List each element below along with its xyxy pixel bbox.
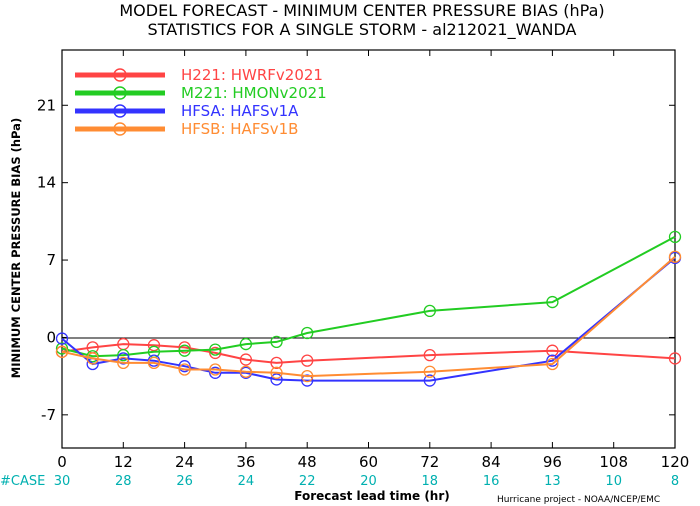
series-point	[117, 352, 130, 365]
legend-label: HFSB: HAFSv1B	[181, 120, 298, 138]
legend-marker	[113, 122, 127, 136]
series-point	[423, 365, 436, 378]
case-count: 22	[299, 474, 316, 489]
legend-label: H221: HWRFv2021	[181, 66, 323, 84]
x-tick-label: 12	[114, 453, 133, 471]
case-count: 8	[671, 474, 679, 489]
series-point	[239, 353, 253, 366]
series-point	[147, 339, 161, 352]
case-count: 18	[422, 474, 439, 489]
y-tick-label: 7	[46, 251, 56, 269]
series-point	[668, 352, 682, 365]
legend-marker	[113, 86, 127, 100]
x-axis: 0 12 24 36 48 60 72 84 96 108 120	[57, 50, 689, 471]
case-count: 28	[115, 474, 132, 489]
series-point	[178, 360, 191, 373]
series-point	[270, 356, 283, 370]
case-count: 30	[54, 474, 71, 489]
series-point	[55, 332, 69, 345]
case-count: 26	[176, 474, 193, 489]
y-tick-label: 0	[46, 328, 56, 346]
x-tick-label: 48	[298, 453, 317, 471]
series-point	[239, 365, 253, 378]
y-tick-label: -7	[41, 406, 56, 424]
legend-label: HFSA: HAFSv1A	[181, 102, 299, 120]
x-tick-label: 84	[482, 453, 501, 471]
series-point	[423, 348, 436, 362]
legend-marker	[113, 68, 127, 82]
series-point	[668, 250, 682, 263]
series-point	[546, 295, 559, 309]
series-point	[209, 346, 222, 360]
x-tick-label: 96	[543, 453, 562, 471]
series-point	[117, 356, 130, 370]
series-point	[546, 344, 559, 357]
case-label: #CASE	[0, 474, 45, 489]
case-count: 24	[238, 474, 255, 489]
y-axis: -7 0 7 14 21	[37, 96, 675, 424]
series-point	[178, 344, 191, 357]
y-axis-label: MINIMUM CENTER PRESSURE BIAS (hPa)	[9, 118, 23, 378]
case-count: 10	[605, 474, 622, 489]
series-point	[301, 374, 314, 387]
x-tick-label: 108	[599, 453, 628, 471]
series-point	[301, 354, 314, 367]
series-point	[86, 352, 99, 365]
series-point	[239, 337, 253, 351]
legend-label: M221: HMONv2021	[181, 84, 327, 102]
series-group	[55, 230, 682, 387]
series-point	[209, 343, 222, 356]
x-tick-label: 36	[236, 453, 255, 471]
series-point	[178, 363, 191, 376]
series-point	[270, 335, 283, 349]
x-axis-label: Forecast lead time (hr)	[294, 489, 450, 503]
series-point	[178, 341, 191, 354]
y-tick-label: 14	[37, 174, 56, 192]
case-count: 20	[360, 474, 377, 489]
x-tick-label: 24	[175, 453, 194, 471]
credit-text: Hurricane project - NOAA/NCEP/EMC	[497, 495, 660, 505]
series-point	[209, 366, 222, 379]
series-point	[270, 373, 283, 386]
chart-title: MODEL FORECAST - MINIMUM CENTER PRESSURE…	[119, 1, 604, 20]
series-point	[117, 348, 130, 362]
series-point	[423, 304, 436, 318]
case-counts: 30 28 26 24 22 20 18 16 13 10 8	[54, 474, 679, 489]
series-point	[546, 357, 559, 371]
chart-subtitle: STATISTICS FOR A SINGLE STORM - al212021…	[148, 20, 577, 40]
legend-marker	[113, 104, 127, 118]
x-tick-label: 72	[420, 453, 439, 471]
series-point	[301, 326, 314, 340]
x-tick-label: 120	[661, 453, 690, 471]
series-point	[301, 369, 314, 383]
series-point	[55, 342, 69, 355]
case-count: 16	[483, 474, 500, 489]
y-tick-label: 21	[37, 96, 56, 114]
series-point	[55, 345, 69, 358]
series-point	[147, 356, 161, 370]
case-count: 13	[544, 474, 561, 489]
series-point	[546, 354, 559, 367]
series-point	[423, 374, 436, 387]
x-tick-label: 0	[57, 453, 67, 471]
series-point	[668, 230, 682, 243]
series-point	[270, 366, 283, 379]
x-tick-label: 60	[359, 453, 378, 471]
series-point	[209, 363, 222, 376]
